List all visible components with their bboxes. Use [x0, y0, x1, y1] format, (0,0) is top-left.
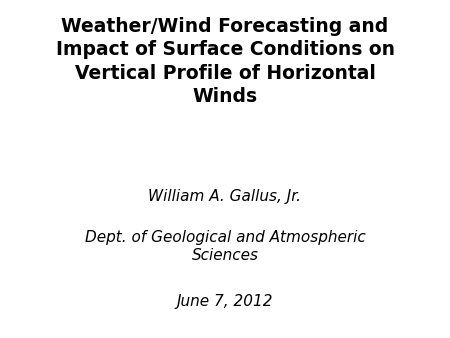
Text: June 7, 2012: June 7, 2012	[177, 294, 273, 309]
Text: Weather/Wind Forecasting and
Impact of Surface Conditions on
Vertical Profile of: Weather/Wind Forecasting and Impact of S…	[55, 17, 395, 106]
Text: Dept. of Geological and Atmospheric
Sciences: Dept. of Geological and Atmospheric Scie…	[85, 230, 365, 263]
Text: William A. Gallus, Jr.: William A. Gallus, Jr.	[148, 189, 302, 204]
